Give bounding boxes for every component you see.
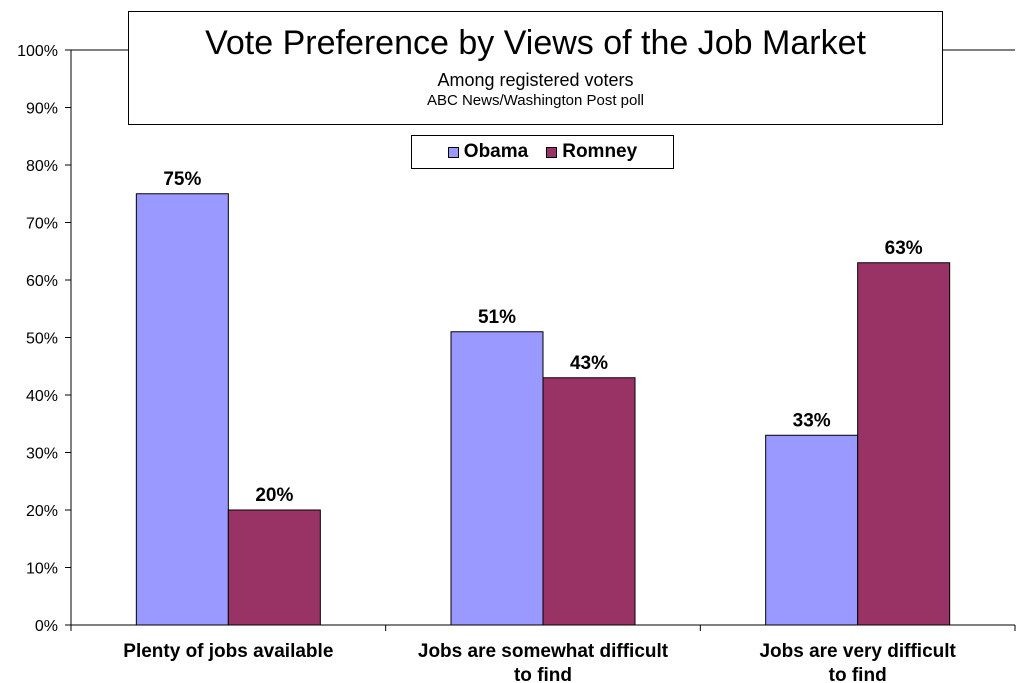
x-category-label: to find [514,665,572,683]
bars [135,193,951,626]
title-box: Vote Preference by Views of the Job Mark… [128,11,943,125]
y-tick-label: 50% [26,331,58,348]
x-category-label: Jobs are somewhat difficult [418,641,669,662]
x-category-label: to find [829,665,887,683]
y-tick-label: 0% [35,618,58,635]
legend: Obama Romney [411,135,674,169]
y-tick-label: 30% [26,446,58,463]
y-tick-label: 100% [17,43,58,60]
data-label-romney: 63% [885,238,923,259]
data-label-romney: 20% [255,485,293,506]
y-tick-label: 90% [26,101,58,118]
data-label-obama: 51% [478,307,516,328]
legend-swatch-obama [447,146,459,158]
data-labels: 75% 20% 51% 43% 33% 63% [163,169,922,506]
x-axis: Plenty of jobs available Jobs are somewha… [70,624,1016,683]
chart-source: ABC News/Washington Post poll [426,92,645,109]
y-tick-label: 70% [26,216,58,233]
y-tick-label: 40% [26,388,58,405]
data-label-obama: 75% [163,169,201,190]
bar-obama [135,193,229,626]
chart-title: Vote Preference by Views of the Job Mark… [205,24,866,62]
legend-label-obama: Obama [463,141,529,162]
bar-romney [857,262,951,626]
bar-obama [765,434,859,626]
bar-obama [450,331,544,626]
y-tick-label: 60% [26,273,58,290]
bar-romney [227,509,321,626]
y-tick-label: 10% [26,561,58,578]
chart-subtitle: Among registered voters [437,70,634,90]
legend-label-romney: Romney [562,141,638,162]
legend-swatch-romney [546,146,558,158]
bar-romney [542,377,636,626]
x-category-label: Plenty of jobs available [123,641,333,662]
legend-item-romney: Romney [546,141,637,163]
legend-item-obama: Obama [447,141,529,163]
y-axis: 0% 10% 20% 30% 40% 50% 60% 70% 80% 90% 100% [17,43,1015,635]
data-label-romney: 43% [570,353,608,374]
data-label-obama: 33% [793,410,831,431]
x-category-label: Jobs are very difficult [759,641,956,662]
y-tick-label: 80% [26,158,58,175]
y-tick-label: 20% [26,503,58,520]
